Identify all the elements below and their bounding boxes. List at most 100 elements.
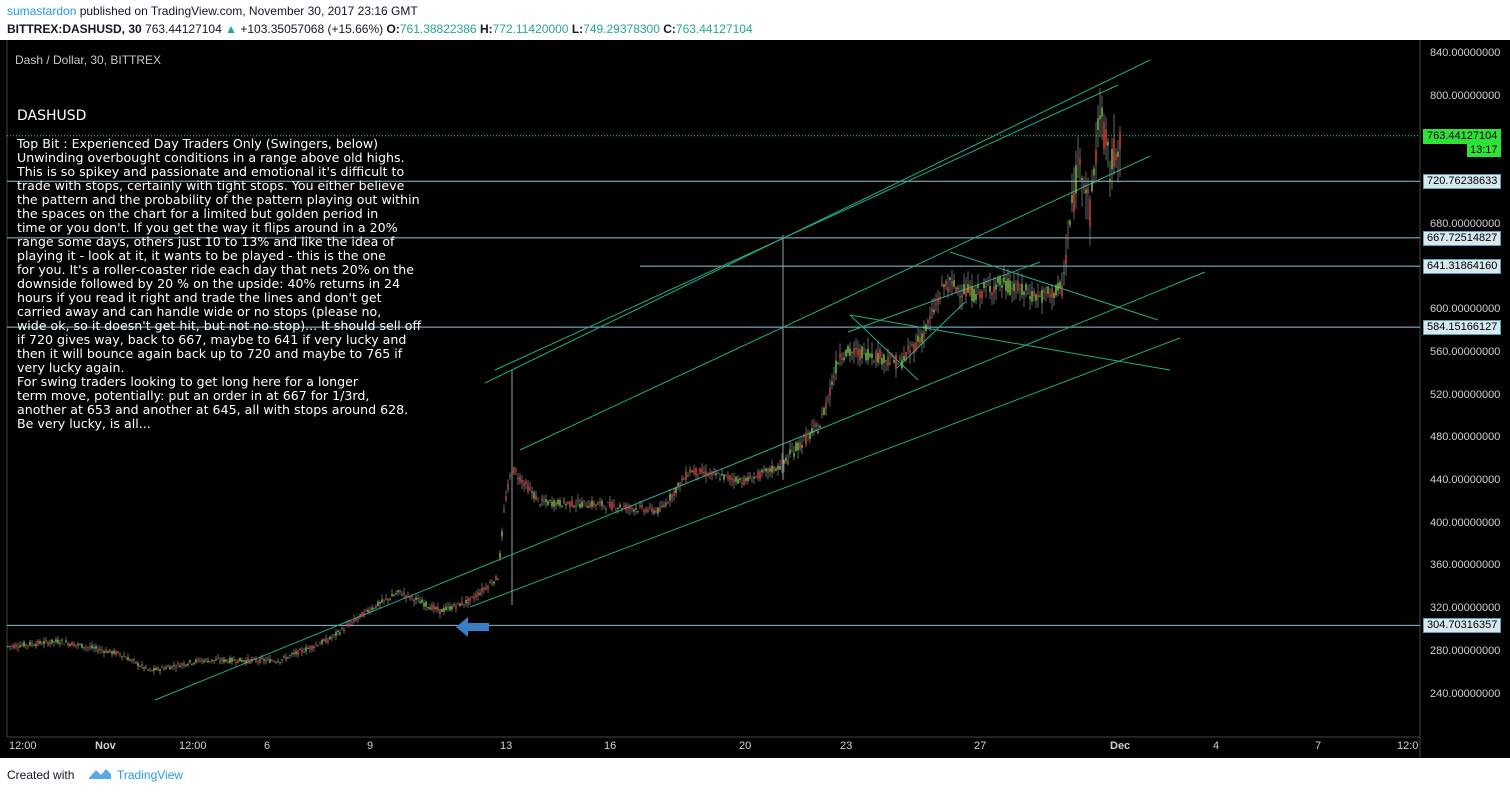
candle-up (69, 644, 71, 646)
candle-up (1111, 148, 1113, 170)
candle-up (663, 505, 665, 507)
candle-down (791, 451, 793, 452)
candle-up (57, 639, 59, 644)
candle-down (15, 644, 17, 648)
candle-down (1061, 285, 1063, 297)
candle-up (605, 508, 607, 510)
candle-up (823, 408, 825, 415)
candle-down (183, 663, 185, 666)
candle-up (747, 477, 749, 481)
candle-up (509, 475, 511, 477)
candle-up (1047, 286, 1049, 294)
price-level-tag: 667.72514827 (1423, 230, 1502, 246)
candle-up (975, 293, 977, 300)
candle-up (619, 504, 621, 508)
candle-up (647, 510, 649, 512)
candle-down (171, 665, 173, 669)
candle-up (657, 507, 659, 514)
candle-up (953, 280, 955, 287)
candle-down (1033, 291, 1035, 297)
candle-up (1069, 220, 1071, 225)
candle-up (55, 639, 57, 642)
candle-down (253, 657, 255, 659)
candle-up (847, 346, 849, 353)
ohlc-high-label: H: (479, 22, 493, 36)
candle-up (837, 362, 839, 365)
tradingview-link[interactable]: TradingView (117, 768, 184, 782)
candle-up (51, 639, 53, 644)
candle-up (995, 284, 997, 290)
candle-down (333, 634, 335, 636)
candle-down (913, 344, 915, 354)
candle-up (343, 629, 345, 631)
candle-up (517, 478, 519, 480)
candle-down (611, 502, 613, 510)
candle-up (1035, 294, 1037, 301)
price-axis-label: 680.00000000 (1430, 217, 1501, 230)
candle-up (239, 657, 241, 662)
candle-up (769, 468, 771, 472)
candle-up (103, 651, 105, 653)
candle-up (419, 601, 421, 604)
candle-down (477, 592, 479, 597)
candle-down (543, 501, 545, 503)
candle-down (383, 599, 385, 601)
candle-down (409, 597, 411, 599)
candle-up (243, 660, 245, 662)
candle-down (257, 660, 259, 662)
ohlc-low-value: 749.29378300 (583, 22, 660, 36)
time-axis-label: 6 (264, 740, 271, 752)
candle-up (111, 651, 113, 654)
candle-down (273, 661, 275, 662)
time-axis-label: Nov (95, 740, 116, 752)
candle-down (209, 660, 211, 662)
candle-up (971, 286, 973, 301)
candle-down (939, 296, 941, 300)
candle-up (675, 487, 677, 493)
candle-down (523, 482, 525, 487)
candle-up (193, 662, 195, 664)
candle-down (75, 644, 77, 646)
candle-up (425, 601, 427, 607)
candle-up (797, 442, 799, 450)
candle-down (355, 618, 357, 622)
candle-down (701, 468, 703, 473)
candle-down (53, 641, 55, 643)
candle-down (71, 642, 73, 646)
candle-up (139, 666, 141, 667)
candle-up (155, 667, 157, 670)
candle-down (589, 503, 591, 507)
candle-up (1013, 283, 1015, 292)
candle-up (165, 667, 167, 669)
candle-up (531, 491, 533, 493)
symbol-ticker: BITTREX:DASHUSD, 30 (7, 22, 142, 36)
candle-down (181, 663, 183, 665)
candle-up (335, 632, 337, 636)
candle-up (547, 501, 549, 506)
candle-down (717, 473, 719, 475)
author-link[interactable]: sumastardon (7, 4, 77, 18)
candle-down (331, 637, 333, 639)
chart-area[interactable]: Dash / Dollar, 30, BITTREX DASHUSD Top B… (0, 40, 1510, 758)
candle-up (443, 608, 445, 612)
candle-up (283, 656, 285, 658)
price-axis-label: 440.00000000 (1430, 474, 1501, 486)
candle-up (587, 506, 589, 508)
candle-down (99, 648, 101, 651)
candle-down (37, 640, 39, 645)
candle-up (511, 471, 513, 473)
candle-up (539, 504, 541, 506)
price-chart[interactable] (0, 40, 1510, 758)
candle-down (799, 442, 801, 450)
candle-up (427, 607, 429, 609)
candle-down (315, 644, 317, 646)
candle-up (1117, 151, 1119, 157)
candle-down (47, 642, 49, 645)
candle-up (1025, 284, 1027, 291)
footer: Created with TradingView (0, 758, 1510, 793)
candle-down (969, 285, 971, 296)
candle-up (803, 435, 805, 437)
published-text: published on TradingView.com, November 3… (76, 4, 418, 18)
candle-down (405, 595, 407, 598)
chart-header: sumastardon published on TradingView.com… (0, 0, 1510, 40)
